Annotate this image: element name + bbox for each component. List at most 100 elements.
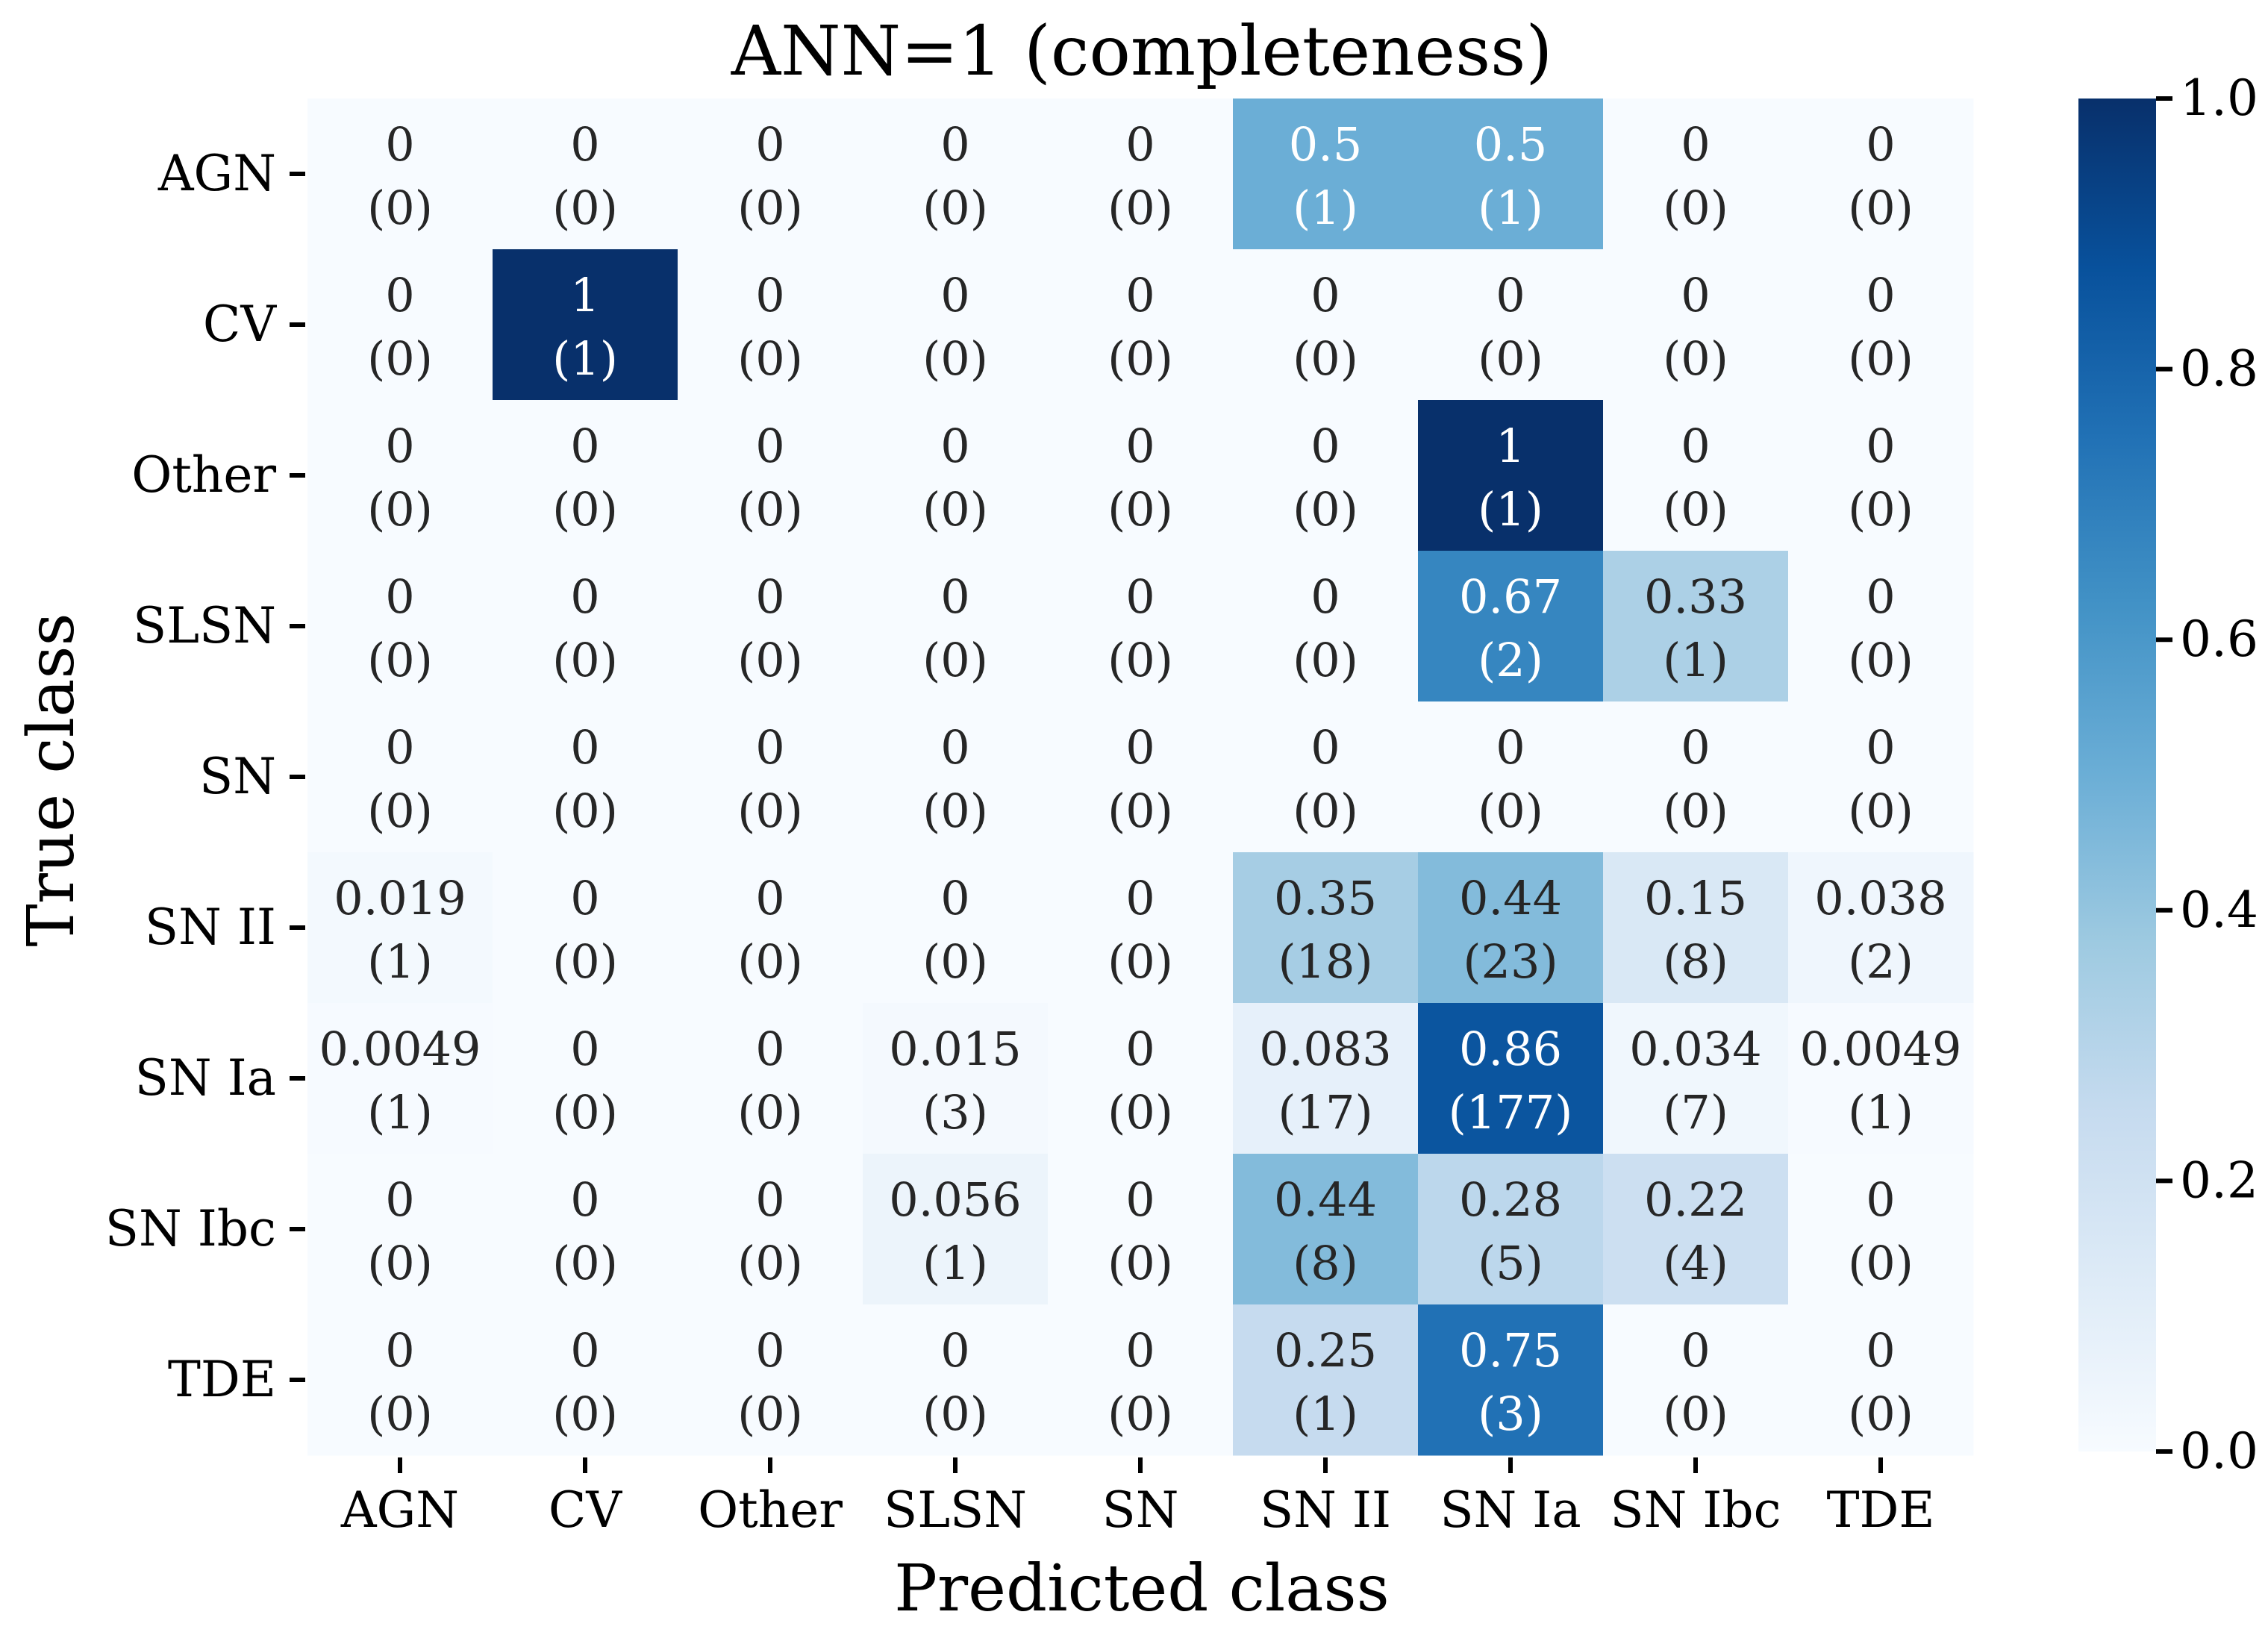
heatmap-cell (863, 551, 1049, 702)
cell-count-label: (1) (367, 1085, 433, 1140)
cell-count-label: (0) (552, 784, 618, 838)
heatmap-cell (1048, 249, 1234, 401)
cell-count-label: (0) (1848, 784, 1914, 838)
heatmap-cell (1048, 400, 1234, 551)
cell-count-label: (0) (1108, 181, 1173, 235)
x-tick-label: Other (698, 1481, 843, 1539)
cell-count-label: (2) (1478, 633, 1543, 687)
heatmap-cell (1233, 701, 1419, 853)
heatmap-cell (1603, 701, 1789, 853)
cell-count-label: (0) (1108, 1236, 1173, 1290)
cell-value-label: 0 (1125, 1323, 1155, 1378)
cell-count-label: (0) (922, 784, 988, 838)
heatmap-cell (863, 1304, 1049, 1456)
cell-value-label: 0 (1125, 419, 1155, 473)
heatmap-cell (1048, 99, 1234, 250)
heatmap-cell (1418, 852, 1604, 1004)
cell-value-label: 0 (1310, 419, 1340, 473)
heatmap-cell (1233, 1003, 1419, 1154)
heatmap-cell (863, 701, 1049, 853)
cell-count-label: (0) (737, 1387, 803, 1441)
cell-count-label: (7) (1663, 1085, 1728, 1140)
cell-count-label: (0) (1848, 331, 1914, 386)
cell-value-label: 0.22 (1644, 1172, 1747, 1227)
y-tick-label: SN II (145, 899, 276, 956)
cell-count-label: (0) (1108, 482, 1173, 537)
cell-value-label: 0 (570, 569, 599, 624)
cell-value-label: 0 (755, 1172, 784, 1227)
cell-value-label: 0 (385, 720, 414, 775)
heatmap-cell (307, 852, 493, 1004)
cell-count-label: (0) (1663, 1387, 1728, 1441)
heatmap-cell (307, 400, 493, 551)
cell-value-label: 1 (570, 268, 599, 322)
cell-value-label: 0 (1125, 1172, 1155, 1227)
cell-value-label: 0 (570, 1172, 599, 1227)
colorbar (2078, 99, 2156, 1451)
colorbar-tick-label: 0.0 (2180, 1422, 2258, 1480)
cell-value-label: 0 (1125, 268, 1155, 322)
heatmap-cell (1788, 551, 1974, 702)
cell-count-label: (8) (1663, 934, 1728, 989)
cell-value-label: 0.0049 (319, 1022, 481, 1076)
y-tick-label: Other (131, 446, 276, 504)
x-tick-label: AGN (340, 1481, 459, 1539)
cell-value-label: 0 (940, 569, 969, 624)
x-tick-label: SN (1102, 1481, 1179, 1539)
heatmap-cell (307, 249, 493, 401)
cell-count-label: (18) (1278, 934, 1372, 989)
cell-count-label: (0) (367, 181, 433, 235)
heatmap-cell (1233, 1154, 1419, 1305)
cell-value-label: 0 (1866, 1172, 1895, 1227)
cell-value-label: 0 (1681, 268, 1710, 322)
cell-value-label: 0 (940, 1323, 969, 1378)
cell-value-label: 0 (1866, 569, 1895, 624)
y-tick-label: AGN (157, 145, 276, 202)
colorbar-tick-label: 0.6 (2180, 610, 2258, 668)
cell-count-label: (1) (1478, 482, 1543, 537)
heatmap-cell (678, 99, 863, 250)
heatmap-cell (1418, 701, 1604, 853)
heatmap-cell (307, 551, 493, 702)
cell-value-label: 0 (385, 1172, 414, 1227)
cell-count-label: (1) (1478, 181, 1543, 235)
heatmap-cell (1788, 249, 1974, 401)
cell-count-label: (0) (552, 1236, 618, 1290)
y-axis-ticks: AGN CV Other SLSN SN SN II SN Ia SN Ibc TDE (105, 145, 305, 1408)
cell-value-label: 0.44 (1459, 871, 1562, 925)
cell-value-label: 0 (385, 268, 414, 322)
cell-count-label: (0) (922, 934, 988, 989)
chart-title: ANN=1 (completeness) (731, 11, 1553, 91)
heatmap-cell (1048, 1154, 1234, 1305)
heatmap-cell (307, 1304, 493, 1456)
cell-value-label: 0 (1125, 720, 1155, 775)
x-tick-label: CV (549, 1481, 622, 1539)
colorbar-tick-label: 0.2 (2180, 1151, 2258, 1209)
cell-count-label: (0) (1663, 331, 1728, 386)
cell-value-label: 0.35 (1274, 871, 1377, 925)
cell-count-label: (17) (1278, 1085, 1372, 1140)
cell-value-label: 0.67 (1459, 569, 1562, 624)
x-axis-ticks: AGN CV Other SLSN SN SN II SN Ia SN Ibc TDE (340, 1457, 1935, 1539)
cell-count-label: (0) (737, 633, 803, 687)
heatmap-cell (863, 1003, 1049, 1154)
heatmap-cell (1603, 400, 1789, 551)
cell-value-label: 0 (755, 1022, 784, 1076)
cell-value-label: 0 (570, 117, 599, 172)
cell-count-label: (0) (552, 482, 618, 537)
cell-value-label: 0 (385, 1323, 414, 1378)
heatmap-cell (863, 249, 1049, 401)
cell-value-label: 0 (1681, 720, 1710, 775)
cell-count-label: (5) (1478, 1236, 1543, 1290)
x-tick-label: SLSN (884, 1481, 1027, 1539)
cell-value-label: 0.5 (1289, 117, 1363, 172)
heatmap-cell (493, 1154, 678, 1305)
cell-value-label: 0 (755, 117, 784, 172)
cell-count-label: (3) (922, 1085, 988, 1140)
heatmap-cell (1048, 1003, 1234, 1154)
heatmap-cell (863, 99, 1049, 250)
cell-count-label: (0) (1478, 331, 1543, 386)
cell-value-label: 0 (755, 720, 784, 775)
heatmap-cell (1603, 852, 1789, 1004)
heatmap-cell (493, 852, 678, 1004)
